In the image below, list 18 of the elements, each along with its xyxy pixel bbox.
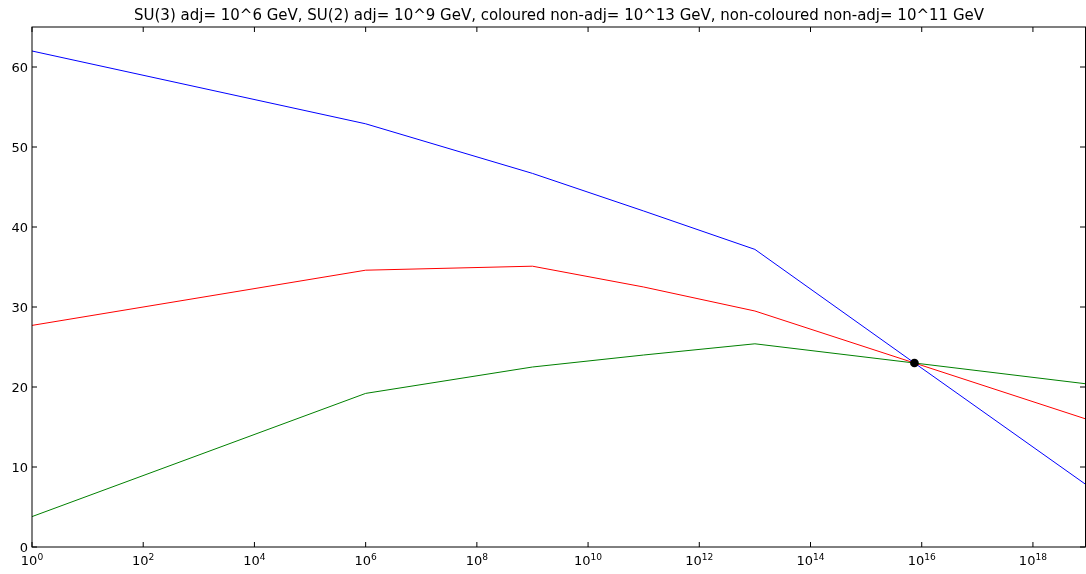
- x-tick-label: 10$^{2}$: [132, 552, 155, 568]
- x-tick-label: 10$^{8}$: [465, 552, 489, 568]
- y-tick-label: 50: [11, 139, 28, 155]
- x-tick-label: 10$^{14}$: [796, 552, 825, 568]
- x-tick-label: 10$^{10}$: [574, 552, 603, 568]
- y-tick-label: 40: [11, 219, 28, 235]
- chart-title: SU(3) adj= 10^6 GeV, SU(2) adj= 10^9 GeV, coloured non-adj= 10^13 GeV, non-coloured non-adj= 10^11 GeV: [134, 6, 985, 24]
- x-tick-label: 10$^{12}$: [685, 552, 714, 568]
- y-tick-label: 30: [11, 299, 28, 315]
- x-tick-label: 10$^{18}$: [1018, 552, 1048, 568]
- x-tick-label: 10$^{0}$: [20, 552, 44, 568]
- x-tick-label: 10$^{16}$: [907, 552, 936, 568]
- y-tick-label: 60: [11, 59, 28, 75]
- y-tick-label: 0: [19, 539, 28, 555]
- x-tick-label: 10$^{4}$: [243, 552, 266, 568]
- y-tick-label: 20: [11, 379, 28, 395]
- y-tick-label: 10: [11, 459, 28, 475]
- x-tick-label: 10$^{6}$: [354, 552, 378, 568]
